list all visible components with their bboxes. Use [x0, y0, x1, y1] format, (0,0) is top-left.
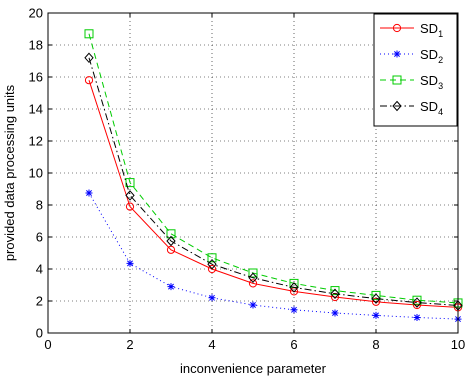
y-axis-label: provided data processing units: [2, 84, 17, 261]
data-point-SD3-5: [248, 268, 258, 278]
data-point-SD2-1: [85, 189, 93, 197]
data-point-SD3-1: [84, 29, 94, 39]
y-tick-label-2: 2: [36, 294, 43, 309]
x-tick-label-0: 0: [44, 337, 51, 352]
data-point-SD3-4: [207, 253, 217, 263]
legend-marker-SD2: [393, 50, 401, 58]
x-tick-label-10: 10: [451, 337, 465, 352]
data-point-SD2-3: [167, 283, 175, 291]
data-point-SD2-4: [208, 294, 216, 302]
data-point-SD2-5: [249, 301, 257, 309]
data-point-SD4-4: [207, 258, 217, 270]
series-line-SD3: [88, 33, 459, 304]
legend: SD1 SD2 SD3 SD4: [373, 13, 458, 127]
y-tick-label-14: 14: [29, 102, 43, 117]
data-point-SD4-6: [289, 282, 299, 293]
series-SD3: [84, 29, 463, 308]
legend-label-SD3: SD3: [420, 73, 443, 91]
series-SD2: [85, 189, 462, 323]
data-point-SD4-8: [371, 293, 381, 304]
data-point-SD1-4: [207, 264, 217, 274]
data-point-SD1-9: [412, 300, 422, 310]
data-point-SD1-8: [371, 297, 381, 306]
x-tick-label-2: 2: [126, 337, 133, 352]
y-tick-label-12: 12: [29, 134, 43, 149]
data-point-SD3-8: [371, 290, 381, 300]
series-layer: [84, 29, 463, 323]
legend-marker-SD3: [392, 75, 402, 85]
x-tick-label-8: 8: [372, 337, 379, 352]
legend-label-SD4: SD4: [420, 99, 443, 117]
series-line-SD1: [88, 80, 459, 308]
y-tick-label-6: 6: [36, 230, 43, 245]
data-point-SD1-1: [84, 76, 94, 85]
data-point-SD3-7: [330, 286, 340, 296]
data-point-SD3-9: [412, 295, 422, 305]
y-tick-label-18: 18: [29, 38, 43, 53]
x-tick-label-6: 6: [290, 337, 297, 352]
legend-marker-SD4: [392, 100, 402, 112]
data-point-SD4-2: [125, 190, 135, 201]
y-tick-label-0: 0: [36, 326, 43, 341]
legend-marker-SD1: [392, 23, 402, 33]
data-point-SD4-5: [248, 272, 258, 284]
data-point-SD3-3: [166, 229, 176, 239]
legend-entry-SD2: SD2: [380, 47, 443, 65]
y-tick-label-16: 16: [29, 70, 43, 85]
series-SD4: [84, 52, 463, 311]
data-point-SD4-3: [166, 235, 176, 247]
y-tick-label-20: 20: [29, 6, 43, 21]
data-point-SD2-7: [331, 309, 339, 317]
x-tick-label-4: 4: [208, 337, 215, 352]
data-point-SD4-9: [412, 297, 422, 308]
legend-entry-SD4: SD4: [380, 99, 443, 117]
data-point-SD2-6: [290, 306, 298, 314]
legend-box: [373, 13, 458, 127]
data-point-SD4-1: [84, 52, 94, 64]
data-point-SD1-5: [248, 279, 258, 288]
y-tick-label-8: 8: [36, 198, 43, 213]
axes: [47, 12, 459, 334]
data-point-SD3-2: [125, 178, 135, 188]
legend-label-SD2: SD2: [420, 47, 443, 65]
legend-entry-SD1: SD1: [380, 21, 443, 39]
data-point-SD4-7: [330, 288, 340, 300]
series-line-SD4: [88, 57, 459, 306]
x-axis-label: inconvenience parameter: [180, 361, 327, 376]
data-point-SD2-2: [126, 259, 134, 267]
tick-labels: 0 2 4 6 8 10 0 2 4 6 8 10 12 14 16 18 20: [29, 6, 466, 353]
y-tick-label-10: 10: [29, 166, 43, 181]
data-point-SD2-8: [372, 311, 380, 319]
data-point-SD2-9: [413, 313, 421, 321]
y-tick-label-4: 4: [36, 262, 43, 277]
data-point-SD1-2: [125, 202, 135, 211]
legend-label-SD1: SD1: [420, 21, 443, 39]
legend-entry-SD3: SD3: [380, 73, 443, 91]
series-line-SD2: [88, 192, 459, 320]
